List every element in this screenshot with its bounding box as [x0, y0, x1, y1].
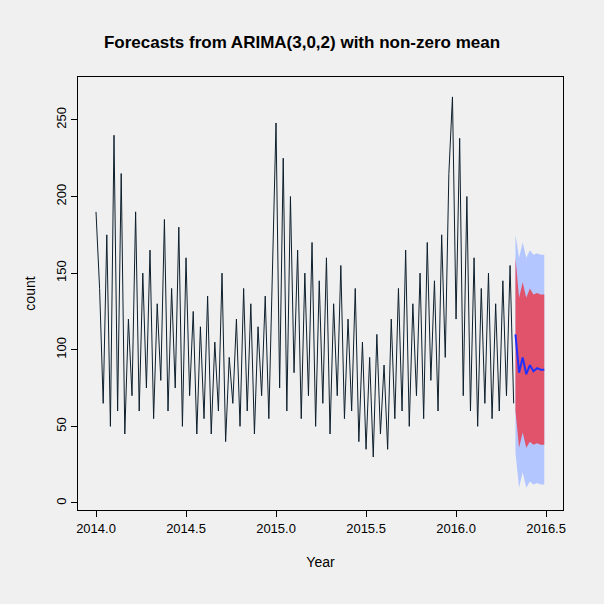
svg-text:100: 100: [54, 337, 69, 359]
svg-text:200: 200: [54, 184, 69, 206]
svg-text:2015.0: 2015.0: [256, 521, 296, 536]
svg-text:250: 250: [54, 107, 69, 129]
svg-text:count: count: [22, 276, 38, 310]
svg-text:2016.0: 2016.0: [436, 521, 476, 536]
svg-text:50: 50: [54, 417, 69, 431]
svg-text:Forecasts from ARIMA(3,0,2) wi: Forecasts from ARIMA(3,0,2) with non-zer…: [104, 33, 500, 52]
svg-text:0: 0: [54, 497, 69, 504]
svg-text:2016.5: 2016.5: [526, 521, 566, 536]
svg-text:Year: Year: [306, 554, 335, 570]
svg-text:2015.5: 2015.5: [346, 521, 386, 536]
svg-text:2014.0: 2014.0: [76, 521, 116, 536]
svg-text:2014.5: 2014.5: [166, 521, 206, 536]
svg-text:150: 150: [54, 260, 69, 282]
